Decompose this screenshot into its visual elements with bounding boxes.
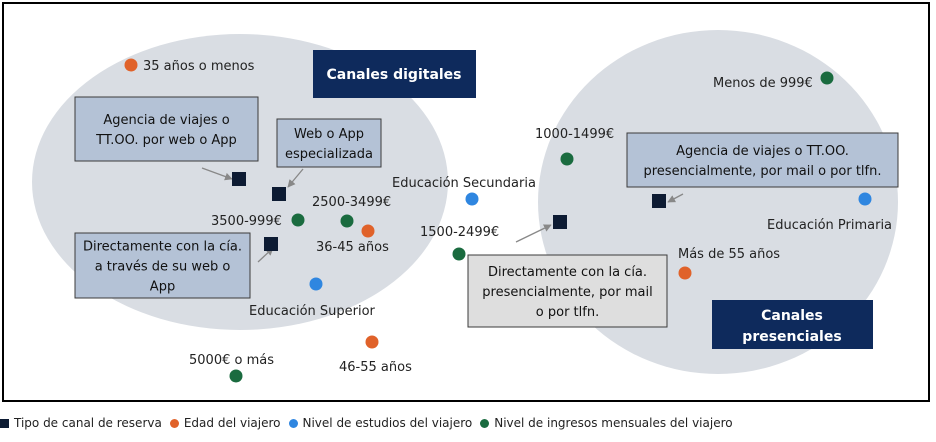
point-label: 2500-3499€ — [312, 195, 391, 210]
presencial-header-box — [712, 300, 873, 349]
legend-label: Nivel de estudios del viajero — [302, 416, 473, 430]
point-label: Más de 55 años — [678, 247, 780, 262]
callout-box — [74, 96, 259, 162]
ingresos-marker — [560, 152, 574, 166]
canal-marker — [272, 187, 286, 201]
edad-marker — [365, 335, 379, 349]
callout-text-line: presencialmente, por mail o por tlfn. — [643, 164, 881, 179]
legend-item-ingresos: Nivel de ingresos mensuales del viajero — [480, 416, 733, 430]
point-label: Educación Superior — [249, 304, 376, 319]
point-label: 3500-999€ — [211, 214, 282, 229]
callout-text-line: Agencia de viajes o — [103, 113, 229, 128]
callout-text-line: presencialmente, por mail — [482, 285, 652, 300]
callout-text-line: Web o App — [294, 127, 364, 142]
edad-marker — [361, 224, 375, 238]
point-label: 1500-2499€ — [420, 225, 499, 240]
canal-marker — [232, 172, 246, 186]
edad-marker — [678, 266, 692, 280]
legend-label: Edad del viajero — [183, 416, 281, 430]
ingresos-marker — [229, 369, 243, 383]
point-label: Educación Primaria — [767, 218, 892, 233]
callout-box — [74, 232, 251, 299]
point-label: 36-45 años — [316, 240, 389, 255]
ingresos-marker — [820, 71, 834, 85]
estudios-marker — [858, 192, 872, 206]
callout-arrow — [201, 167, 233, 181]
marker-group: 35 años o menos 36-45 años 46-55 años Más d… — [124, 58, 892, 383]
ingresos-marker — [291, 213, 305, 227]
callout-arrow — [287, 168, 304, 188]
point-label: 5000€ o más — [189, 353, 274, 368]
presencial-header-line-2: presenciales — [742, 329, 841, 345]
legend-square-icon — [0, 418, 9, 428]
digital-header-text: Canales digitales — [326, 67, 461, 83]
legend-item-estudios: Nivel de estudios del viajero — [288, 416, 473, 430]
callout-text-line: App — [150, 280, 175, 295]
presencial-header-line-1: Canales — [761, 308, 823, 324]
ingresos-marker — [452, 247, 466, 261]
canal-marker — [264, 237, 278, 251]
callout-arrow — [515, 224, 552, 243]
legend-dot-icon — [288, 418, 298, 428]
legend-item-canal: Tipo de canal de reserva — [0, 416, 162, 430]
callout-text-line: o por tlfn. — [536, 305, 599, 320]
canal-marker — [652, 194, 666, 208]
callout-box — [276, 118, 382, 168]
estudios-marker — [465, 192, 479, 206]
callout-text-line: especializada — [285, 147, 373, 162]
legend-label: Nivel de ingresos mensuales del viajero — [494, 416, 733, 430]
edad-marker — [124, 58, 138, 72]
point-label: 35 años o menos — [143, 59, 255, 74]
legend-label: Tipo de canal de reserva — [14, 416, 162, 430]
digital-header-box — [313, 50, 476, 98]
legend: Tipo de canal de reserva Edad del viajer… — [0, 414, 741, 432]
callout-text-line: Directamente con la cía. — [83, 240, 242, 255]
legend-dot-icon — [169, 418, 179, 428]
estudios-marker — [309, 277, 323, 291]
ingresos-marker — [340, 214, 354, 228]
point-label: Menos de 999€ — [713, 76, 813, 91]
callout-arrow — [667, 193, 684, 203]
point-label: Educación Secundaria — [392, 176, 536, 191]
callout-text-line: a través de su web o — [95, 260, 231, 275]
point-label: 1000-1499€ — [535, 127, 614, 142]
callout-text-line: Directamente con la cía. — [488, 265, 647, 280]
callout-box — [467, 254, 668, 328]
legend-dot-icon — [480, 418, 490, 428]
callout-text-line: Agencia de viajes o TT.OO. — [676, 144, 849, 159]
point-label: 46-55 años — [339, 360, 412, 375]
legend-item-edad: Edad del viajero — [169, 416, 281, 430]
canal-marker — [553, 215, 567, 229]
callout-box — [626, 132, 899, 188]
callout-text-line: TT.OO. por web o App — [95, 133, 237, 148]
callout-group: Agencia de viajes o TT.OO. por web o App W… — [74, 96, 899, 328]
